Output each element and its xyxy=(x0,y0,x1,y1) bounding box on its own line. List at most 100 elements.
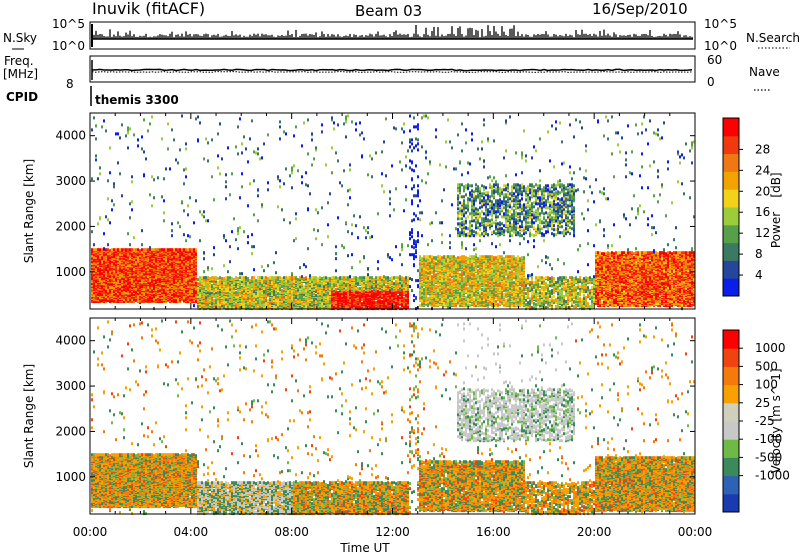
power-cell xyxy=(133,236,135,240)
power-cell xyxy=(315,294,317,298)
power-cell xyxy=(241,286,243,290)
power-cell xyxy=(343,246,345,250)
power-cell xyxy=(285,167,287,171)
power-cell xyxy=(273,296,275,300)
power-cell xyxy=(137,274,139,278)
power-cell xyxy=(283,289,285,293)
power-cell xyxy=(239,226,241,230)
power-cell xyxy=(107,288,109,292)
power-cell xyxy=(155,288,157,292)
power-cell xyxy=(91,177,93,181)
power-cell xyxy=(183,248,185,252)
power-cell xyxy=(337,159,339,163)
power-cell xyxy=(257,152,259,156)
power-cell xyxy=(169,295,171,299)
power-cell xyxy=(291,168,293,172)
power-cell xyxy=(133,255,135,259)
power-cell xyxy=(309,290,311,294)
power-cell xyxy=(343,288,345,292)
power-cell xyxy=(303,263,305,267)
power-cell xyxy=(205,296,207,300)
power-cell xyxy=(265,292,267,296)
power-cell xyxy=(343,300,345,304)
power-cell xyxy=(129,127,131,131)
power-cell xyxy=(323,285,325,289)
power-cell xyxy=(225,239,227,243)
power-cell xyxy=(153,270,155,274)
power-cell xyxy=(289,278,291,282)
power-cell xyxy=(163,273,165,277)
power-cell xyxy=(203,300,205,304)
power-cell xyxy=(315,148,317,152)
power-cell xyxy=(199,210,201,214)
power-cell xyxy=(237,305,239,309)
power-cell xyxy=(319,276,321,280)
power-cell xyxy=(277,305,279,309)
power-cell xyxy=(171,299,173,303)
power-cell xyxy=(215,294,217,298)
power-cell xyxy=(311,163,313,167)
power-cell xyxy=(305,297,307,301)
power-cell xyxy=(181,114,183,118)
power-cell xyxy=(183,182,185,186)
power-cell xyxy=(323,282,325,286)
power-cell xyxy=(205,276,207,280)
power-cell xyxy=(333,283,335,287)
power-cell xyxy=(247,204,249,208)
power-cell xyxy=(315,237,317,241)
power-cell xyxy=(289,299,291,303)
power-cell xyxy=(339,281,341,285)
power-cell xyxy=(117,161,119,165)
power-cell xyxy=(99,270,101,274)
power-cell xyxy=(285,304,287,308)
power-cell xyxy=(309,306,311,310)
power-cell xyxy=(325,276,327,280)
power-cell xyxy=(235,304,237,308)
power-cell xyxy=(225,173,227,177)
power-cell xyxy=(147,297,149,301)
power-cell xyxy=(191,275,193,279)
power-cell xyxy=(101,291,103,295)
power-cell xyxy=(279,179,281,183)
power-cell xyxy=(237,229,239,233)
power-cell xyxy=(197,290,199,294)
power-cell xyxy=(315,278,317,282)
power-cell xyxy=(189,248,191,252)
power-cell xyxy=(285,279,287,283)
power-cell xyxy=(251,119,253,123)
power-cell xyxy=(163,291,165,295)
power-cell xyxy=(109,289,111,293)
power-cell xyxy=(169,248,171,252)
power-cell xyxy=(189,196,191,200)
power-cell xyxy=(275,271,277,275)
power-cell xyxy=(261,203,263,207)
power-cell xyxy=(263,290,265,294)
power-cell xyxy=(343,293,345,297)
power-cell xyxy=(145,265,147,269)
power-cell xyxy=(101,266,103,270)
power-cell xyxy=(277,300,279,304)
power-cell xyxy=(265,289,267,293)
power-cell xyxy=(165,272,167,276)
power-cell xyxy=(319,284,321,288)
power-cell xyxy=(197,300,199,304)
power-cell xyxy=(251,304,253,308)
power-cell xyxy=(255,151,257,155)
power-cell xyxy=(321,302,323,306)
power-cell xyxy=(123,295,125,299)
power-cell xyxy=(333,127,335,131)
power-cell xyxy=(221,293,223,297)
power-cell xyxy=(343,122,345,126)
power-cell xyxy=(221,299,223,303)
power-cell xyxy=(279,284,281,288)
power-cell xyxy=(275,280,277,284)
power-cell xyxy=(99,166,101,170)
power-cell xyxy=(203,270,205,274)
power-cell xyxy=(335,245,337,249)
power-cell xyxy=(223,298,225,302)
power-cell xyxy=(199,280,201,284)
power-cell xyxy=(131,208,133,212)
power-cell xyxy=(261,300,263,304)
power-cell xyxy=(251,280,253,284)
power-cell xyxy=(331,306,333,310)
